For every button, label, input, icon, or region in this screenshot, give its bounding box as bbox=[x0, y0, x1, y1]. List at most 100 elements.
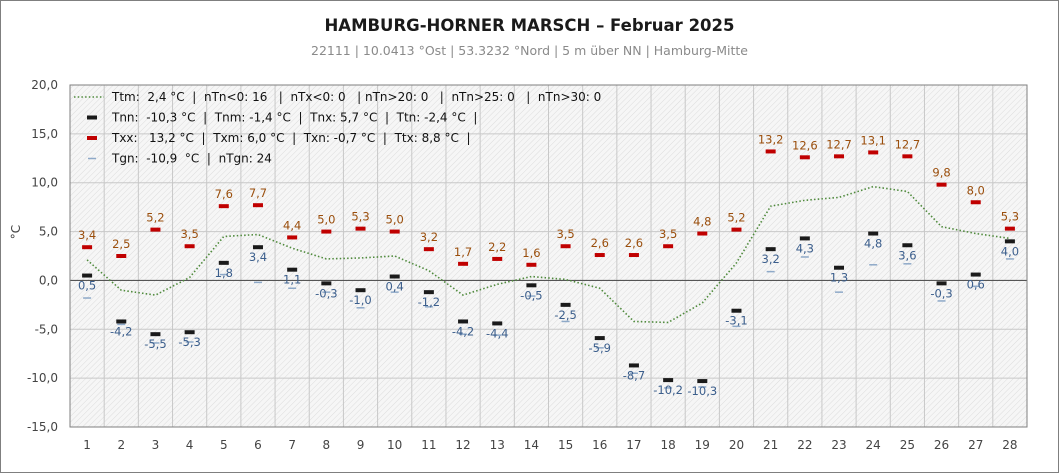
x-tick-label: 6 bbox=[254, 438, 262, 452]
txx-label: 4,8 bbox=[693, 215, 711, 229]
txx-label: 4,4 bbox=[283, 218, 301, 232]
y-tick-label: -5,0 bbox=[35, 322, 58, 336]
y-tick-label: 10,0 bbox=[31, 176, 58, 190]
txx-label: 5,2 bbox=[727, 211, 745, 225]
txx-label: 13,2 bbox=[758, 132, 784, 146]
x-tick-label: 3 bbox=[152, 438, 160, 452]
tnn-label: 1,1 bbox=[283, 273, 301, 287]
tnn-label: -10,2 bbox=[653, 383, 683, 397]
tnn-label: -10,3 bbox=[687, 384, 717, 398]
txx-label: 2,2 bbox=[488, 240, 506, 254]
txx-label: 2,6 bbox=[591, 236, 609, 250]
tnn-label: 4,8 bbox=[864, 237, 882, 251]
axes: 20,015,010,05,00,0-5,0-10,0-15,01 2 3 4 5 6 7 8… bbox=[27, 78, 1028, 452]
x-tick-label: 23 bbox=[831, 438, 846, 452]
ttm-line bbox=[86, 185, 1011, 324]
tnn-label: 0,6 bbox=[967, 278, 985, 292]
tnn-label: 0,4 bbox=[386, 280, 404, 294]
x-tick-label: 18 bbox=[660, 438, 675, 452]
tnn-label: -1,0 bbox=[349, 293, 371, 307]
txx-label: 12,7 bbox=[895, 137, 921, 151]
txx-label: 5,3 bbox=[351, 210, 369, 224]
txx-label: 7,7 bbox=[249, 186, 267, 200]
x-tick-label: 10 bbox=[387, 438, 402, 452]
x-tick-label: 13 bbox=[490, 438, 505, 452]
x-tick-label: 2 bbox=[117, 438, 125, 452]
x-tick-label: 11 bbox=[421, 438, 436, 452]
tnn-label: -3,1 bbox=[725, 314, 747, 328]
txx-label: 5,3 bbox=[1001, 210, 1019, 224]
txx-label: 2,6 bbox=[625, 236, 643, 250]
txx-label: 3,5 bbox=[180, 227, 198, 241]
y-tick-label: 20,0 bbox=[31, 78, 58, 92]
y-tick-label: 15,0 bbox=[31, 127, 58, 141]
y-tick-label: -15,0 bbox=[27, 420, 58, 434]
x-tick-label: 9 bbox=[357, 438, 365, 452]
x-tick-label: 27 bbox=[968, 438, 983, 452]
legend: Ttm: 2,4 °C | nTn<0: 16 | nTx<0: 0 | nTn… bbox=[74, 90, 601, 166]
tnn-label: 0,5 bbox=[78, 279, 96, 293]
y-tick-label: 5,0 bbox=[39, 225, 58, 239]
txx-label: 3,5 bbox=[556, 227, 574, 241]
legend-entry-tgn: Tgn: -10,9 °C | nTgn: 24 bbox=[111, 152, 272, 166]
x-tick-label: 4 bbox=[186, 438, 194, 452]
txx-label: 5,0 bbox=[317, 213, 335, 227]
chart-title: HAMBURG-HORNER MARSCH – Februar 2025 bbox=[324, 16, 735, 35]
tnn-label: 1,8 bbox=[215, 266, 233, 280]
x-tick-label: 7 bbox=[288, 438, 296, 452]
txx-label: 12,7 bbox=[826, 137, 852, 151]
y-axis-label: °C bbox=[9, 225, 23, 239]
txx-label: 5,2 bbox=[146, 211, 164, 225]
x-tick-label: 20 bbox=[729, 438, 744, 452]
tnn-label: -5,3 bbox=[178, 335, 200, 349]
x-tick-label: 14 bbox=[524, 438, 539, 452]
tnn-label: -4,4 bbox=[486, 326, 508, 340]
legend-entry-tnn: Tnn: -10,3 °C | Tnm: -1,4 °C | Tnx: 5,7 … bbox=[111, 111, 477, 125]
txx-label: 12,6 bbox=[792, 138, 818, 152]
tnn-label: -2,5 bbox=[554, 308, 576, 322]
x-tick-label: 22 bbox=[797, 438, 812, 452]
tnn-label: 3,6 bbox=[898, 248, 916, 262]
plot-border bbox=[69, 84, 1028, 428]
tnn-label: 1,3 bbox=[830, 271, 848, 285]
tnn-label: 4,3 bbox=[796, 241, 814, 255]
chart-subtitle: 22111 | 10.0413 °Ost | 53.3232 °Nord | 5… bbox=[311, 43, 748, 58]
tnn-label: -8,7 bbox=[623, 368, 645, 382]
txx-label: 3,4 bbox=[78, 228, 96, 242]
y-tick-label: -10,0 bbox=[27, 371, 58, 385]
x-tick-label: 15 bbox=[558, 438, 573, 452]
txx-label: 1,6 bbox=[522, 246, 540, 260]
txx-label: 7,6 bbox=[215, 187, 233, 201]
tnn-label: -5,9 bbox=[589, 341, 611, 355]
x-tick-label: 21 bbox=[763, 438, 778, 452]
tnn-label: -4,2 bbox=[110, 324, 132, 338]
x-tick-label: 26 bbox=[934, 438, 949, 452]
txx-label: 5,0 bbox=[386, 213, 404, 227]
txx-label: 2,5 bbox=[112, 237, 130, 251]
x-tick-label: 28 bbox=[1002, 438, 1017, 452]
legend-entry-ttm: Ttm: 2,4 °C | nTn<0: 16 | nTx<0: 0 | nTn… bbox=[111, 90, 601, 104]
tnn-label: 3,2 bbox=[762, 252, 780, 266]
txx-label: 13,1 bbox=[860, 133, 886, 147]
legend-entry-txx: Txx: 13,2 °C | Txm: 6,0 °C | Txn: -0,7 °… bbox=[111, 131, 471, 145]
x-tick-label: 1 bbox=[83, 438, 91, 452]
tnn-label: -0,3 bbox=[930, 286, 952, 300]
x-tick-label: 8 bbox=[323, 438, 331, 452]
series-layer: 0,5 -4,2 -5,5 -5,3 1,8 3,4 1,1 -0,3 -1,0 0,4 -1,2 -… bbox=[78, 132, 1019, 398]
x-tick-label: 17 bbox=[626, 438, 641, 452]
x-tick-label: 24 bbox=[866, 438, 881, 452]
tnn-label: -1,2 bbox=[418, 295, 440, 309]
tnn-label: -4,2 bbox=[452, 324, 474, 338]
tnn-label: -5,5 bbox=[144, 337, 166, 351]
txx-label: 8,0 bbox=[967, 183, 985, 197]
tnn-label: -0,5 bbox=[520, 288, 542, 302]
x-tick-label: 19 bbox=[695, 438, 710, 452]
tnn-label: -0,3 bbox=[315, 286, 337, 300]
x-tick-label: 16 bbox=[592, 438, 607, 452]
tnn-label: 3,4 bbox=[249, 250, 267, 264]
txx-label: 1,7 bbox=[454, 245, 472, 259]
x-tick-label: 25 bbox=[900, 438, 915, 452]
txx-label: 3,2 bbox=[420, 230, 438, 244]
x-tick-label: 5 bbox=[220, 438, 228, 452]
